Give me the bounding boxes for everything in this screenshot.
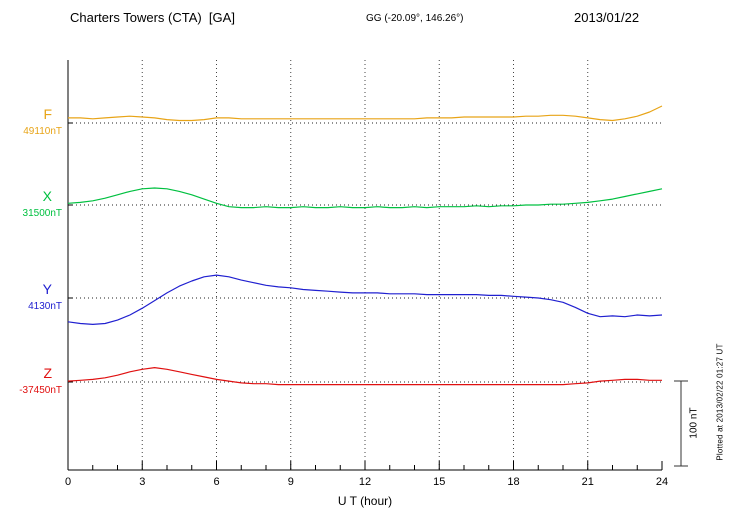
plot-date: 2013/01/22 <box>574 10 640 25</box>
x-tick-label-15: 15 <box>433 476 446 488</box>
x-tick-label-0: 0 <box>64 476 72 488</box>
plotted-at-timestamp: Plotted at 2013/02/22 01:27 UT <box>715 343 725 461</box>
x-tick-label-12: 12 <box>358 476 372 488</box>
x-axis-label: U T (hour) <box>337 494 393 508</box>
x-tick-label-24: 24 <box>655 476 669 488</box>
series-baseline-value-X: 31500nT <box>22 208 62 219</box>
station-title: Charters Towers (CTA) [GA] <box>70 10 235 25</box>
trace-Z <box>67 367 662 386</box>
trace-Y <box>67 274 663 325</box>
scale-bar-label: 100 nT <box>688 407 700 439</box>
x-tick-label-21: 21 <box>581 476 594 488</box>
trace-X <box>67 187 663 209</box>
series-label-Y: Y <box>42 281 52 297</box>
geographic-coords: GG (-20.09°, 146.26°) <box>366 13 464 24</box>
trace-F <box>68 105 663 122</box>
x-tick-label-18: 18 <box>507 476 520 488</box>
series-label-Z: Z <box>43 365 52 381</box>
series-label-F: F <box>43 106 52 122</box>
series-baseline-value-Y: 4130nT <box>28 301 62 312</box>
series-baseline-value-F: 49110nT <box>23 126 62 137</box>
series-label-X: X <box>42 188 52 204</box>
series-baseline-value-Z: -37450nT <box>19 385 62 396</box>
x-tick-label-6: 6 <box>213 476 220 488</box>
x-tick-label-9: 9 <box>287 476 294 488</box>
x-tick-label-3: 3 <box>139 476 146 488</box>
